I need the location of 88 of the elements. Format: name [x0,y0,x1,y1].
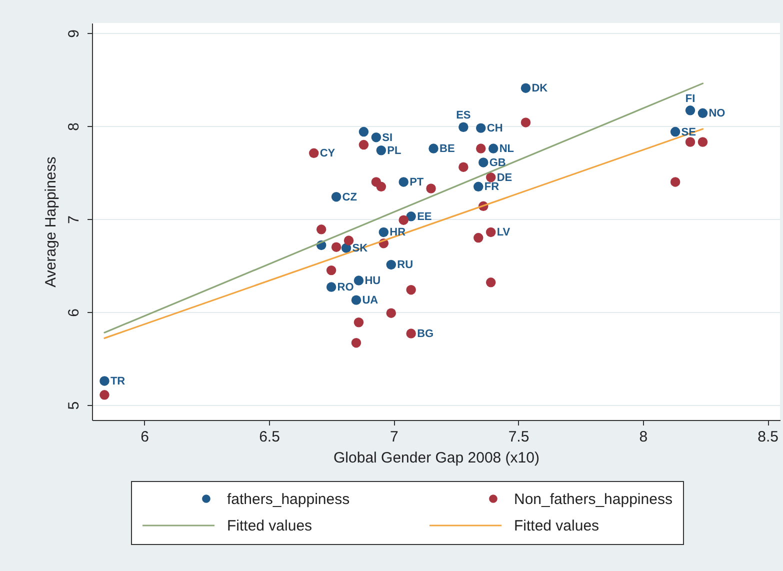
point [486,278,496,288]
point [344,236,354,246]
annotation: DK [532,82,548,95]
annotation: NO [708,108,726,120]
point [398,177,408,187]
y-tick-label: 8 [66,122,82,131]
x-tick-label: 8.5 [758,428,778,446]
annotation: LV [496,226,511,239]
y-tick-label: 9 [66,30,82,38]
point [520,118,531,128]
annotation: CH [486,122,503,135]
point [316,224,326,234]
y-axis-title: Average Happiness [42,156,60,288]
point [326,265,336,276]
legend-label: Fitted values [514,518,600,534]
annotation: PT [410,176,424,188]
point [376,182,386,192]
point [376,146,386,156]
point [358,126,369,137]
point [331,242,342,252]
annotation: CY [320,148,336,160]
point [386,308,396,318]
annotation: BG [417,328,434,340]
x-tick-label: 6.5 [259,428,280,446]
point [478,158,488,168]
y-tick-label: 5 [66,401,82,410]
x-tick-label: 7 [390,428,398,446]
annotation: GB [489,156,506,169]
annotation: NL [499,143,514,156]
annotation: CZ [342,191,358,204]
point [351,338,362,348]
annotation: HU [364,275,381,288]
point [670,126,680,137]
annotation: FR [484,181,500,194]
legend-label: fathers_happiness [227,490,350,508]
annotation: ES [456,110,471,122]
point [100,376,110,386]
point [331,192,342,202]
point [398,215,408,225]
point [386,260,396,270]
point [698,137,708,147]
point [698,108,708,118]
annotation: FI [685,92,696,105]
point [476,123,486,133]
annotation: UA [362,294,378,307]
annotation: SI [382,132,393,144]
point [486,227,496,238]
point [406,284,416,295]
point [458,162,468,172]
point [100,390,110,400]
point [358,140,369,150]
point [685,106,696,116]
x-tick-label: 8 [639,428,648,446]
legend-label: Fitted values [227,518,312,534]
x-axis-title: Global Gender Gap 2008 (x10) [334,450,540,466]
point [406,212,416,222]
legend-label: Non_fathers_happiness [514,490,672,508]
point [488,144,498,154]
point [378,227,389,238]
point [354,276,364,286]
point [474,182,484,192]
point [486,172,496,182]
annotation: HR [390,226,406,239]
annotation: BE [440,143,455,156]
annotation: EE [417,210,432,223]
point [351,295,362,305]
point [476,144,486,154]
annotation: TR [110,375,126,388]
point [474,232,484,243]
annotation: DE [496,172,512,184]
x-tick-label: 7.5 [508,428,530,446]
point [670,177,680,187]
point [308,148,319,158]
y-tick-label: 6 [66,308,82,317]
annotation: RU [397,259,414,272]
point [426,184,436,194]
y-tick-label: 7 [66,216,82,224]
x-tick-label: 6 [140,428,150,446]
point [520,83,531,93]
point [371,132,382,142]
point [685,137,696,147]
annotation: PL [387,144,402,157]
annotation: RO [337,282,354,294]
point [458,122,468,132]
point [406,328,416,338]
point [428,144,438,154]
point [326,282,336,292]
point [354,318,364,328]
